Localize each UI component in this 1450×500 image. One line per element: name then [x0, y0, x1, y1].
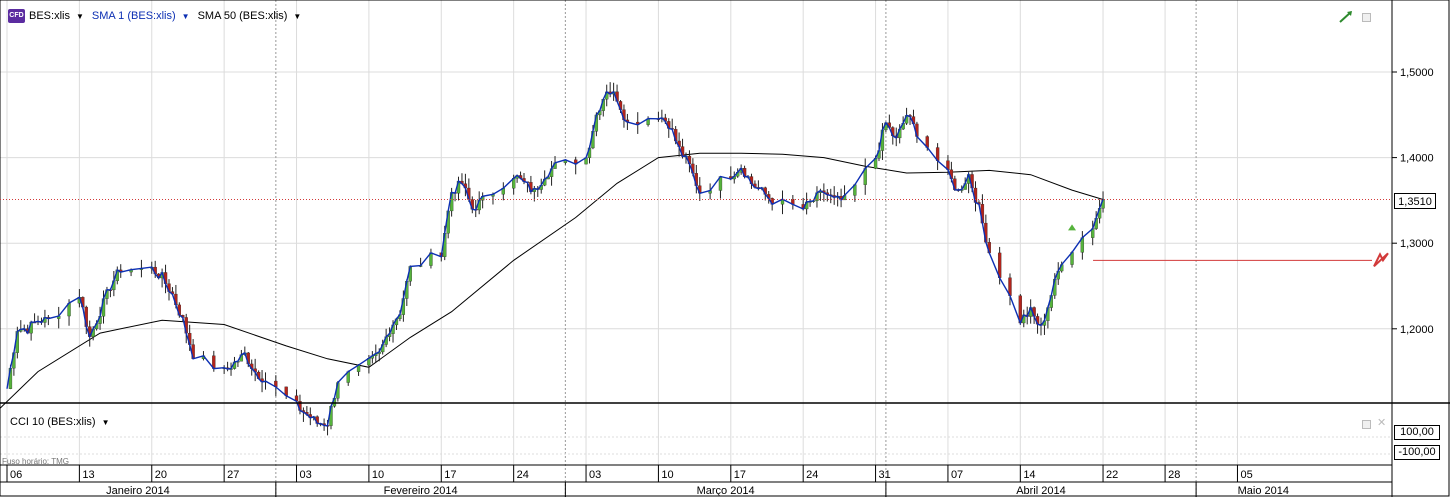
maximize-panel-icon[interactable] — [1362, 13, 1371, 22]
month-label: Janeiro 2014 — [106, 485, 170, 497]
x-tick-label: 03 — [589, 469, 601, 481]
cfd-badge: CFD — [8, 9, 25, 23]
alert-icon — [1373, 252, 1389, 268]
sma1-line — [6, 90, 1104, 427]
signal-up-icon — [1068, 224, 1077, 231]
instrument-legend[interactable]: CFD BES:xlis ▼ — [8, 9, 84, 23]
x-tick-label: 28 — [1168, 469, 1180, 481]
cci-panel — [0, 403, 1392, 465]
x-tick-label: 03 — [300, 469, 312, 481]
triangle-down-icon[interactable]: ▼ — [101, 417, 110, 427]
month-label: Abril 2014 — [1016, 485, 1066, 497]
current-price-label: 1,3510 — [1394, 193, 1436, 209]
cci-legend[interactable]: CCI 10 (BES:xlis) ▼ — [10, 416, 110, 428]
sma1-series — [6, 90, 1104, 427]
sma1-label: SMA 1 (BES:xlis) — [91, 10, 176, 22]
cci-lower-label: -100,00 — [1394, 445, 1440, 460]
candle-series — [8, 82, 1105, 436]
x-tick-label: 20 — [155, 469, 167, 481]
chart-legend: CFD BES:xlis ▼ SMA 1 (BES:xlis) ▼ SMA 50… — [8, 9, 301, 23]
sma50-label: SMA 50 (BES:xlis) — [197, 10, 288, 22]
chart-markers — [0, 199, 1392, 268]
sma1-legend[interactable]: SMA 1 (BES:xlis) ▼ — [92, 10, 190, 22]
cci-upper-label: 100,00 — [1394, 425, 1440, 440]
month-axis: Janeiro 2014 Fevereiro 2014 Março 2014 Abri… — [106, 482, 1289, 497]
month-label: Fevereiro 2014 — [384, 485, 458, 497]
x-tick-label: 05 — [1240, 469, 1252, 481]
y-tick-label: 1,5000 — [1400, 67, 1434, 79]
x-tick-label: 24 — [517, 469, 529, 481]
x-tick-label: 07 — [951, 469, 963, 481]
x-axis: 06 13 20 27 03 10 17 24 03 10 17 24 31 07 14 22 28 05 — [6, 465, 1253, 482]
triangle-down-icon[interactable]: ▼ — [181, 11, 190, 21]
x-tick-label: 27 — [227, 469, 239, 481]
x-tick-label: 22 — [1106, 469, 1118, 481]
trend-line-icon[interactable] — [1338, 10, 1354, 24]
y-tick-label: 1,2000 — [1400, 324, 1434, 336]
sma50-legend[interactable]: SMA 50 (BES:xlis) ▼ — [198, 10, 302, 22]
y-tick-label: 1,3000 — [1400, 238, 1434, 250]
x-tick-label: 17 — [444, 469, 456, 481]
close-icon[interactable]: ✕ — [1377, 417, 1387, 429]
x-tick-label: 13 — [82, 469, 94, 481]
cci-label: CCI 10 (BES:xlis) — [10, 416, 96, 428]
triangle-down-icon[interactable]: ▼ — [293, 11, 302, 21]
month-label: Maio 2014 — [1238, 485, 1289, 497]
timezone-label: Fuso horário: TMG — [2, 457, 69, 466]
x-tick-label: 14 — [1023, 469, 1035, 481]
x-tick-label: 10 — [661, 469, 673, 481]
grid — [0, 0, 1392, 497]
y-axis: 1,2000 1,3000 1,4000 1,5000 — [1392, 67, 1434, 336]
y-tick-label: 1,4000 — [1400, 153, 1434, 165]
instrument-label: BES:xlis — [29, 10, 70, 22]
x-tick-label: 24 — [806, 469, 818, 481]
x-tick-label: 31 — [879, 469, 891, 481]
maximize-panel-icon[interactable] — [1362, 420, 1371, 429]
x-tick-label: 06 — [10, 469, 22, 481]
month-label: Março 2014 — [697, 485, 755, 497]
triangle-down-icon[interactable]: ▼ — [75, 11, 84, 21]
x-tick-label: 17 — [734, 469, 746, 481]
x-tick-label: 10 — [372, 469, 384, 481]
